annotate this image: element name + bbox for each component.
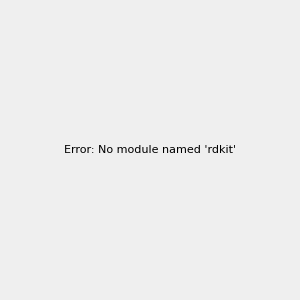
Text: Error: No module named 'rdkit': Error: No module named 'rdkit' (64, 145, 236, 155)
